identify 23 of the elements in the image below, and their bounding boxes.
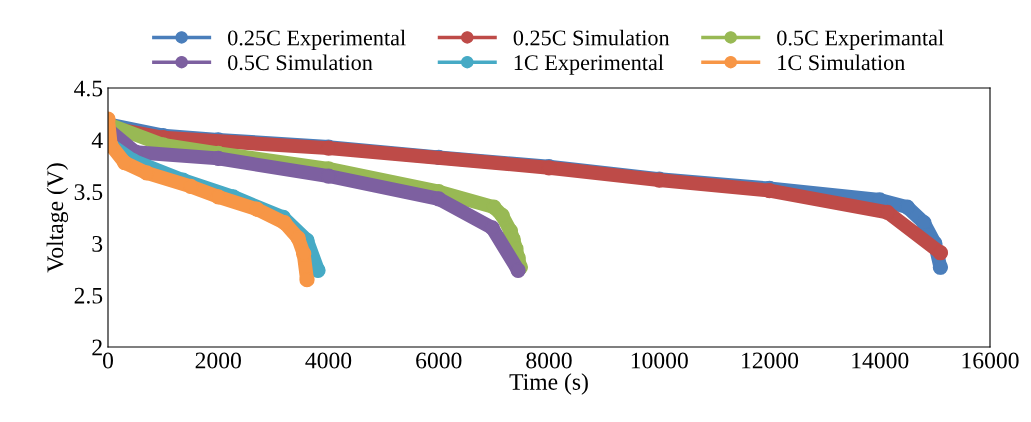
x-tick-label: 0 bbox=[103, 352, 113, 369]
x-tick-label: 6000 bbox=[416, 352, 462, 369]
x-tick-label: 2000 bbox=[195, 352, 241, 369]
legend-label: 0.25C Experimental bbox=[228, 29, 406, 50]
legend-label: 0.5C Simulation bbox=[228, 54, 373, 71]
y-axis-title: Voltage (V) bbox=[46, 163, 69, 273]
y-tick-label: 3 bbox=[92, 235, 103, 252]
x-tick-label: 8000 bbox=[526, 352, 572, 369]
legend-label: 1C Simulation bbox=[778, 54, 905, 71]
x-tick-label: 4000 bbox=[305, 352, 352, 369]
y-tick-label: 4 bbox=[91, 132, 103, 148]
x-tick-label: 14000 bbox=[852, 352, 909, 369]
y-tick-label: 2.5 bbox=[74, 287, 103, 304]
y-tick-label: 4.5 bbox=[74, 80, 103, 97]
legend-label: 1C Experimental bbox=[514, 54, 664, 75]
x-axis-title: Time (s) bbox=[509, 373, 588, 395]
legend-label: 0.5C Experimantal bbox=[777, 29, 944, 50]
legend-label: 0.25C Simulation bbox=[513, 29, 670, 46]
y-tick-label: 2 bbox=[92, 339, 102, 356]
x-tick-label: 16000 bbox=[962, 352, 1019, 369]
x-tick-label: 10000 bbox=[631, 352, 688, 369]
x-tick-label: 12000 bbox=[742, 352, 799, 369]
y-tick-label: 3.5 bbox=[74, 184, 103, 201]
